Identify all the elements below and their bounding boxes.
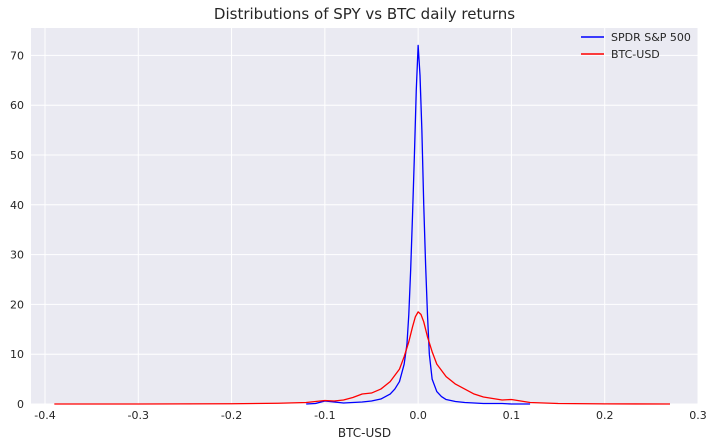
y-tick-label: 70: [10, 49, 24, 62]
x-tick-label: -0.4: [34, 409, 55, 422]
x-tick-label: -0.1: [314, 409, 335, 422]
x-tick-label: 0.3: [689, 409, 707, 422]
x-tick-label: 0.1: [503, 409, 521, 422]
x-tick-label: -0.3: [128, 409, 149, 422]
x-tick-label: 0.2: [596, 409, 614, 422]
y-tick-label: 60: [10, 99, 24, 112]
series-line-spy: [306, 44, 531, 405]
legend-label: SPDR S&P 500: [611, 31, 691, 44]
series-line-btc: [54, 311, 671, 405]
chart-title: Distributions of SPY vs BTC daily return…: [214, 5, 515, 23]
x-axis-label: BTC-USD: [338, 426, 391, 440]
legend-label: BTC-USD: [611, 48, 660, 61]
x-tick-label: 0.0: [409, 409, 427, 422]
y-tick-label: 30: [10, 249, 24, 262]
series-lines: [54, 44, 671, 405]
y-tick-labels: 0 10 20 30 40 50 60 70: [10, 49, 24, 411]
y-tick-label: 10: [10, 348, 24, 361]
plot-background: [31, 28, 698, 404]
x-tick-labels: -0.4 -0.3 -0.2 -0.1 0.0 0.1 0.2 0.3: [34, 409, 706, 422]
y-tick-label: 20: [10, 298, 24, 311]
y-tick-label: 40: [10, 199, 24, 212]
legend: SPDR S&P 500 BTC-USD: [581, 31, 691, 61]
grid: [31, 28, 699, 405]
x-tick-label: -0.2: [221, 409, 242, 422]
y-tick-label: 0: [17, 398, 24, 411]
y-tick-label: 50: [10, 149, 24, 162]
